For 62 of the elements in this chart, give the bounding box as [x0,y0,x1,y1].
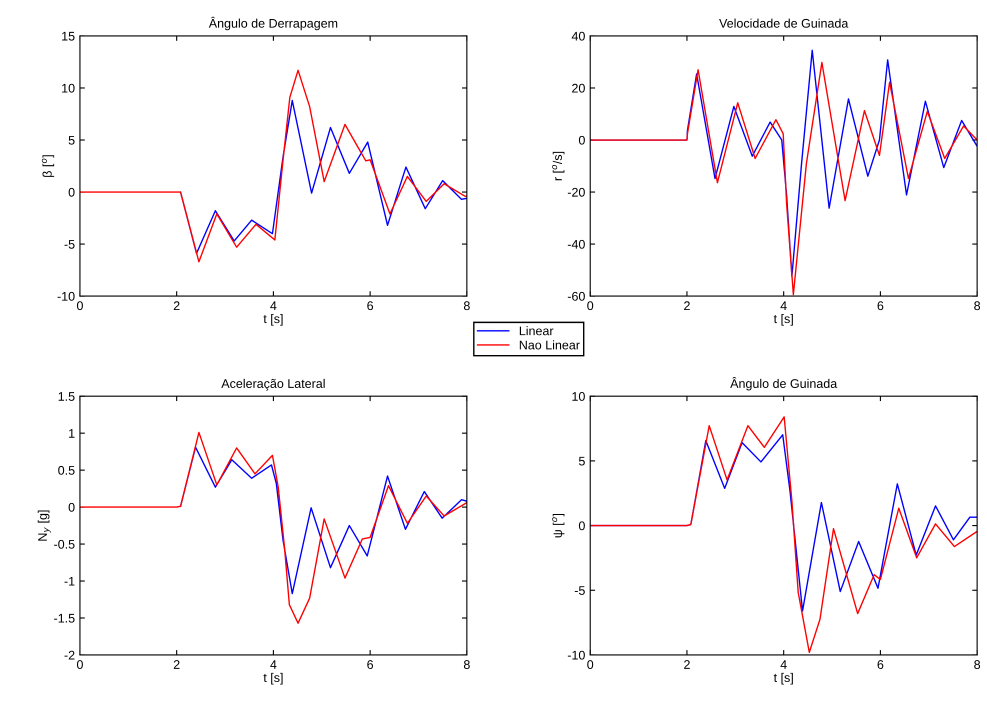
y-tick-label: 0 [68,502,75,512]
x-tick-label: 4 [780,660,787,669]
y-tick-label: -1.5 [54,614,75,623]
y-tick-label: 1 [69,429,74,438]
y-tick-label: 15 [62,32,75,41]
y-tick-label: 0 [578,521,585,530]
y-tick-label: 5 [68,136,75,145]
x-tick-label: 0 [587,301,594,310]
y-tick-label: -5 [574,586,585,595]
y-tick-label: 20 [572,84,585,93]
x-axis-title: t [s] [264,672,283,684]
x-tick-label: 4 [270,660,277,669]
x-axis-title: t [s] [264,314,283,326]
legend-label: Linear [520,326,554,336]
line-series [80,70,467,262]
legend-label: Nao Linear [520,340,580,350]
x-tick-label: 0 [587,660,594,669]
y-tick-label: -1 [64,576,74,586]
y-tick-label: -20 [568,188,585,197]
y-tick-label: -0.5 [54,540,75,549]
x-tick-label: 4 [270,301,277,310]
y-tick-label: 5 [578,456,585,466]
y-tick-label: -10 [568,650,585,660]
y-tick-label: 0 [578,136,585,145]
x-tick-label: 2 [684,301,690,310]
x-axis-title: t [s] [774,314,793,326]
x-tick-label: 6 [367,301,374,310]
x-tick-label: 2 [684,660,690,669]
y-axis-title: β [$^{o}$] [42,155,54,177]
x-tick-label: 8 [464,301,470,310]
chart-title: Ângulo de Derrapagem [208,16,338,30]
x-tick-label: 2 [174,301,180,310]
chart-title: Aceleração Lateral [221,378,325,391]
x-tick-label: 0 [76,660,83,669]
y-tick-label: -40 [568,240,585,249]
y-tick-label: -2 [64,650,74,660]
y-tick-label: 10 [62,84,75,93]
y-tick-label: 0 [68,188,75,197]
y-tick-label: -10 [58,292,75,301]
y-axis-title: ψ [$^{o}$] [552,514,564,538]
x-tick-label: 0 [76,301,83,310]
x-tick-label: 6 [367,660,374,669]
x-tick-label: 6 [878,301,884,310]
x-tick-label: 4 [780,301,787,310]
line-series [80,432,467,624]
line-series [180,100,467,254]
x-tick-label: 8 [974,301,980,310]
y-tick-label: 40 [572,32,585,41]
y-tick-label: 10 [572,392,585,401]
chart-title: Velocidade de Guinada [719,18,848,28]
x-axis-title: t [s] [774,672,793,684]
y-tick-label: 1.5 [58,392,75,401]
x-tick-label: 8 [974,660,980,669]
chart-title: Ângulo de Guinada [730,376,838,390]
x-tick-label: 8 [464,660,470,669]
y-axis-title: r [$^{o}$/s] [552,152,564,180]
y-tick-label: 0.5 [58,466,75,475]
y-axis-title: N$_{y}$ [g] [38,510,51,541]
x-tick-label: 6 [878,660,884,669]
x-tick-label: 2 [174,660,180,669]
y-tick-label: -5 [64,240,75,249]
y-tick-label: -60 [568,292,585,301]
